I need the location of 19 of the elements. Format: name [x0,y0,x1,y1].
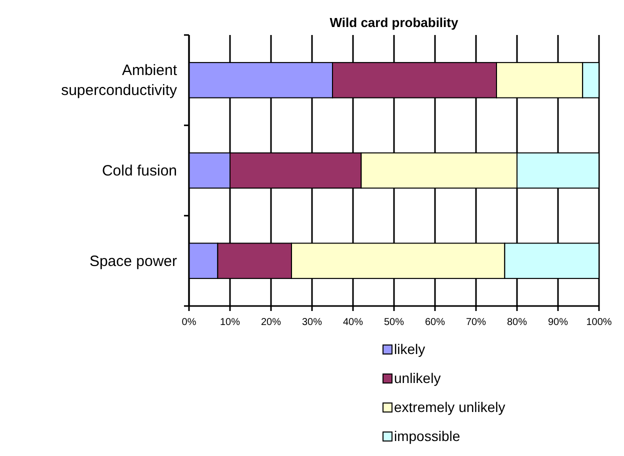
x-tick-label: 40% [342,317,364,328]
x-tick-label: 50% [384,317,404,328]
chart-title: Wild card probability [330,15,459,30]
legend-label: impossible [394,428,460,444]
x-tick-label: 80% [506,317,528,328]
x-tick-label: 10% [220,317,240,328]
y-tick-label: Space power [89,252,177,270]
legend-label: likely [394,341,426,357]
x-tick-label: 60% [424,317,446,328]
x-tick-label: 0% [182,317,196,328]
x-tick-label: 70% [466,317,486,328]
legend-label: unlikely [394,370,441,386]
y-tick-label: Cold fusion [102,162,177,180]
x-tick-label: 100% [586,317,612,328]
x-tick-label: 20% [260,317,282,328]
y-tick-label: Ambient superconductivity [61,62,178,100]
x-tick-label: 30% [302,317,322,328]
legend-label: extremely unlikely [394,399,506,415]
x-tick-label: 90% [548,317,568,328]
